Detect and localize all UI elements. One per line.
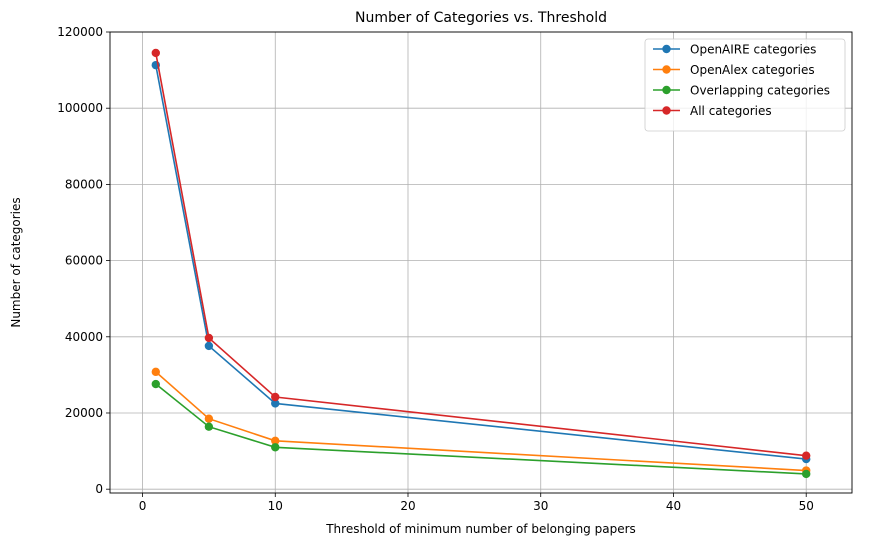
legend-marker [662,85,671,95]
series-3 [151,48,811,460]
legend-box [644,38,846,132]
series-2 [151,379,811,479]
data-series [151,48,811,479]
data-point [151,379,160,389]
data-point [271,399,280,408]
y-tick-label: 100000 [57,101,103,115]
data-point [802,469,811,479]
data-point [271,392,280,402]
data-point [204,341,214,351]
data-point [204,414,214,423]
y-axis-ticks: 0 20000 40000 60000 80000 100000 120000 [57,25,110,496]
chart-title: Number of Categories vs. Threshold [355,10,607,26]
x-tick-label: 30 [533,499,548,513]
data-point [151,367,160,377]
legend-label: OpenAIRE categories [690,43,816,57]
y-tick-label: 40000 [65,330,103,344]
series-1 [151,367,811,475]
series-line [155,52,807,457]
y-tick-label: 20000 [65,406,103,420]
x-tick-label: 40 [666,499,681,513]
x-axis-ticks: 0 10 20 30 40 50 [139,493,814,513]
x-tick-label: 0 [139,499,147,513]
legend-marker [662,44,671,54]
grid-lines [110,31,852,493]
legend-marker [662,106,671,115]
y-tick-label: 80000 [65,177,103,191]
legend-marker [662,65,671,74]
legend: OpenAIRE categories OpenAlex categories Ov… [644,38,846,132]
y-tick-label: 60000 [65,254,103,268]
data-point [204,333,214,343]
y-axis-label: Number of categories [9,197,23,327]
y-tick-label: 120000 [57,25,103,39]
legend-label: OpenAlex categories [690,63,815,77]
x-tick-label: 50 [799,499,814,513]
data-point [802,451,811,460]
x-tick-label: 10 [268,499,283,513]
x-axis-label: Threshold of minimum number of belonging… [325,522,636,536]
series-line [155,64,807,460]
data-point [204,422,214,431]
data-point [271,436,280,446]
plot-frame [109,31,853,494]
data-point [151,48,160,58]
legend-label: All categories [690,104,772,118]
series-line [155,383,807,475]
x-tick-label: 20 [400,499,415,513]
y-tick-label: 0 [95,482,103,496]
series-line [155,371,807,472]
legend-label: Overlapping categories [690,84,830,98]
data-point [271,443,280,452]
